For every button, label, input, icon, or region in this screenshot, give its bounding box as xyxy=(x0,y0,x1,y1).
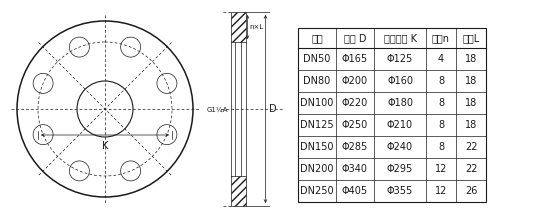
Text: Φ285: Φ285 xyxy=(342,142,368,152)
Text: G1¼A: G1¼A xyxy=(207,107,228,113)
Text: Φ295: Φ295 xyxy=(387,164,413,174)
Text: Φ405: Φ405 xyxy=(342,186,368,196)
Text: Φ240: Φ240 xyxy=(387,142,413,152)
Text: 18: 18 xyxy=(465,98,477,108)
Text: DN250: DN250 xyxy=(300,186,334,196)
Text: Φ180: Φ180 xyxy=(387,98,413,108)
Bar xyxy=(230,12,245,42)
Text: DN200: DN200 xyxy=(300,164,334,174)
Text: 规格: 规格 xyxy=(311,33,323,43)
Text: 18: 18 xyxy=(465,76,477,86)
Text: 22: 22 xyxy=(465,142,477,152)
Text: 4: 4 xyxy=(438,54,444,64)
Text: Φ125: Φ125 xyxy=(387,54,413,64)
Text: 18: 18 xyxy=(465,120,477,130)
Text: K: K xyxy=(102,141,108,151)
Text: 孔径L: 孔径L xyxy=(463,33,480,43)
Text: Φ160: Φ160 xyxy=(387,76,413,86)
Text: Φ200: Φ200 xyxy=(342,76,368,86)
Text: 8: 8 xyxy=(438,76,444,86)
Text: DN100: DN100 xyxy=(300,98,334,108)
Text: 8: 8 xyxy=(438,142,444,152)
Text: 外径 D: 外径 D xyxy=(344,33,366,43)
Text: DN150: DN150 xyxy=(300,142,334,152)
Text: DN80: DN80 xyxy=(304,76,331,86)
Bar xyxy=(298,28,486,202)
Text: 中心孔距 K: 中心孔距 K xyxy=(383,33,416,43)
Text: Φ220: Φ220 xyxy=(342,98,368,108)
Text: D: D xyxy=(268,104,276,114)
Text: 22: 22 xyxy=(465,164,477,174)
Text: n×L: n×L xyxy=(250,24,264,30)
Text: 8: 8 xyxy=(438,120,444,130)
Text: Φ250: Φ250 xyxy=(342,120,368,130)
Text: 18: 18 xyxy=(465,54,477,64)
Text: 孔数n: 孔数n xyxy=(432,33,450,43)
Bar xyxy=(230,176,245,206)
Text: Φ355: Φ355 xyxy=(387,186,413,196)
Text: Φ210: Φ210 xyxy=(387,120,413,130)
Text: DN50: DN50 xyxy=(303,54,331,64)
Text: 12: 12 xyxy=(435,186,447,196)
Text: 26: 26 xyxy=(465,186,477,196)
Text: 12: 12 xyxy=(435,164,447,174)
Text: 8: 8 xyxy=(438,98,444,108)
Text: DN125: DN125 xyxy=(300,120,334,130)
Text: Φ340: Φ340 xyxy=(342,164,368,174)
Text: Φ165: Φ165 xyxy=(342,54,368,64)
